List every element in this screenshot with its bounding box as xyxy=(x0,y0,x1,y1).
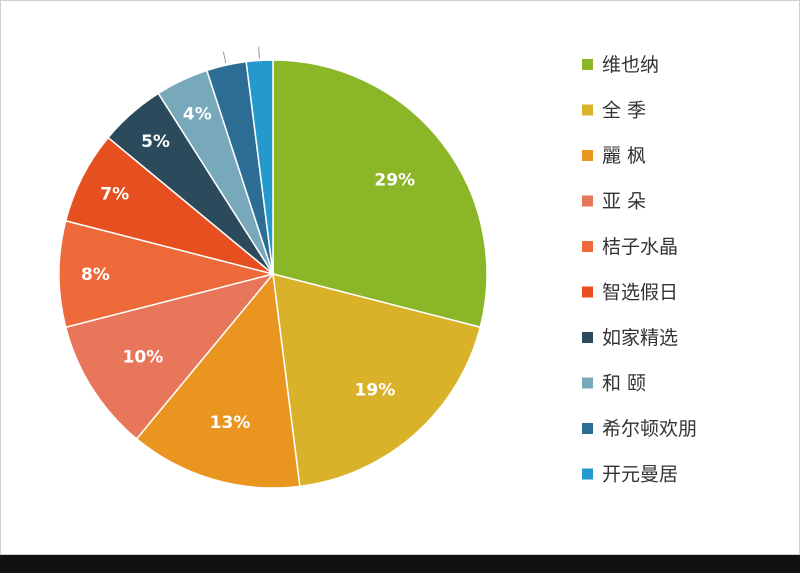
legend-label-4: 亚 朵 xyxy=(602,191,646,213)
slice-label-2: 19% xyxy=(355,381,396,401)
legend-swatch-10 xyxy=(582,468,593,480)
leader-line-10 xyxy=(258,46,260,59)
legend-label-10: 开元曼居 xyxy=(602,464,678,486)
slice-label-4: 10% xyxy=(123,348,164,368)
legend-swatch-5 xyxy=(582,241,593,252)
slice-label-8: 4% xyxy=(183,104,212,124)
slice-label-3: 13% xyxy=(210,413,251,433)
slice-labels: 29% 19% 13% 10% 8% 7% 5% 4% xyxy=(81,104,415,433)
pie-slice-10 xyxy=(245,59,274,275)
legend-swatch-4 xyxy=(582,195,593,207)
legend-swatch-1 xyxy=(582,59,593,70)
pie-slice-2 xyxy=(272,272,482,488)
legend-swatch-9 xyxy=(582,423,593,434)
legend-label-3: 麗 枫 xyxy=(602,145,646,167)
pie-slice-4 xyxy=(64,272,276,440)
legend-label-5: 桔子水晶 xyxy=(602,236,678,258)
legend-swatch-3 xyxy=(582,150,593,161)
pie-slice-1 xyxy=(272,59,488,329)
slice-label-6: 7% xyxy=(100,184,129,204)
legend-label-6: 智选假日 xyxy=(602,282,678,304)
slice-label-7: 5% xyxy=(141,132,170,152)
pie-slices xyxy=(58,59,488,489)
legend-swatch-2 xyxy=(582,104,593,116)
legend-swatch-8 xyxy=(582,377,593,389)
pie-slice-3 xyxy=(135,272,301,489)
legend-label-8: 和 颐 xyxy=(602,373,646,395)
slice-label-5: 8% xyxy=(81,265,110,285)
slice-label-1: 29% xyxy=(374,171,415,191)
leader-lines xyxy=(222,46,260,64)
legend-label-1: 维也纳 xyxy=(602,54,659,76)
legend-swatch-7 xyxy=(582,332,593,343)
pie-slice-5 xyxy=(58,219,274,329)
legend-label-7: 如家精选 xyxy=(602,327,678,349)
legend-label-9: 希尔顿欢朋 xyxy=(602,418,697,440)
leader-line-9 xyxy=(222,51,227,64)
bottom-bar xyxy=(0,555,800,573)
legend-label-2: 全 季 xyxy=(602,100,646,122)
legend-swatch-6 xyxy=(582,286,593,298)
